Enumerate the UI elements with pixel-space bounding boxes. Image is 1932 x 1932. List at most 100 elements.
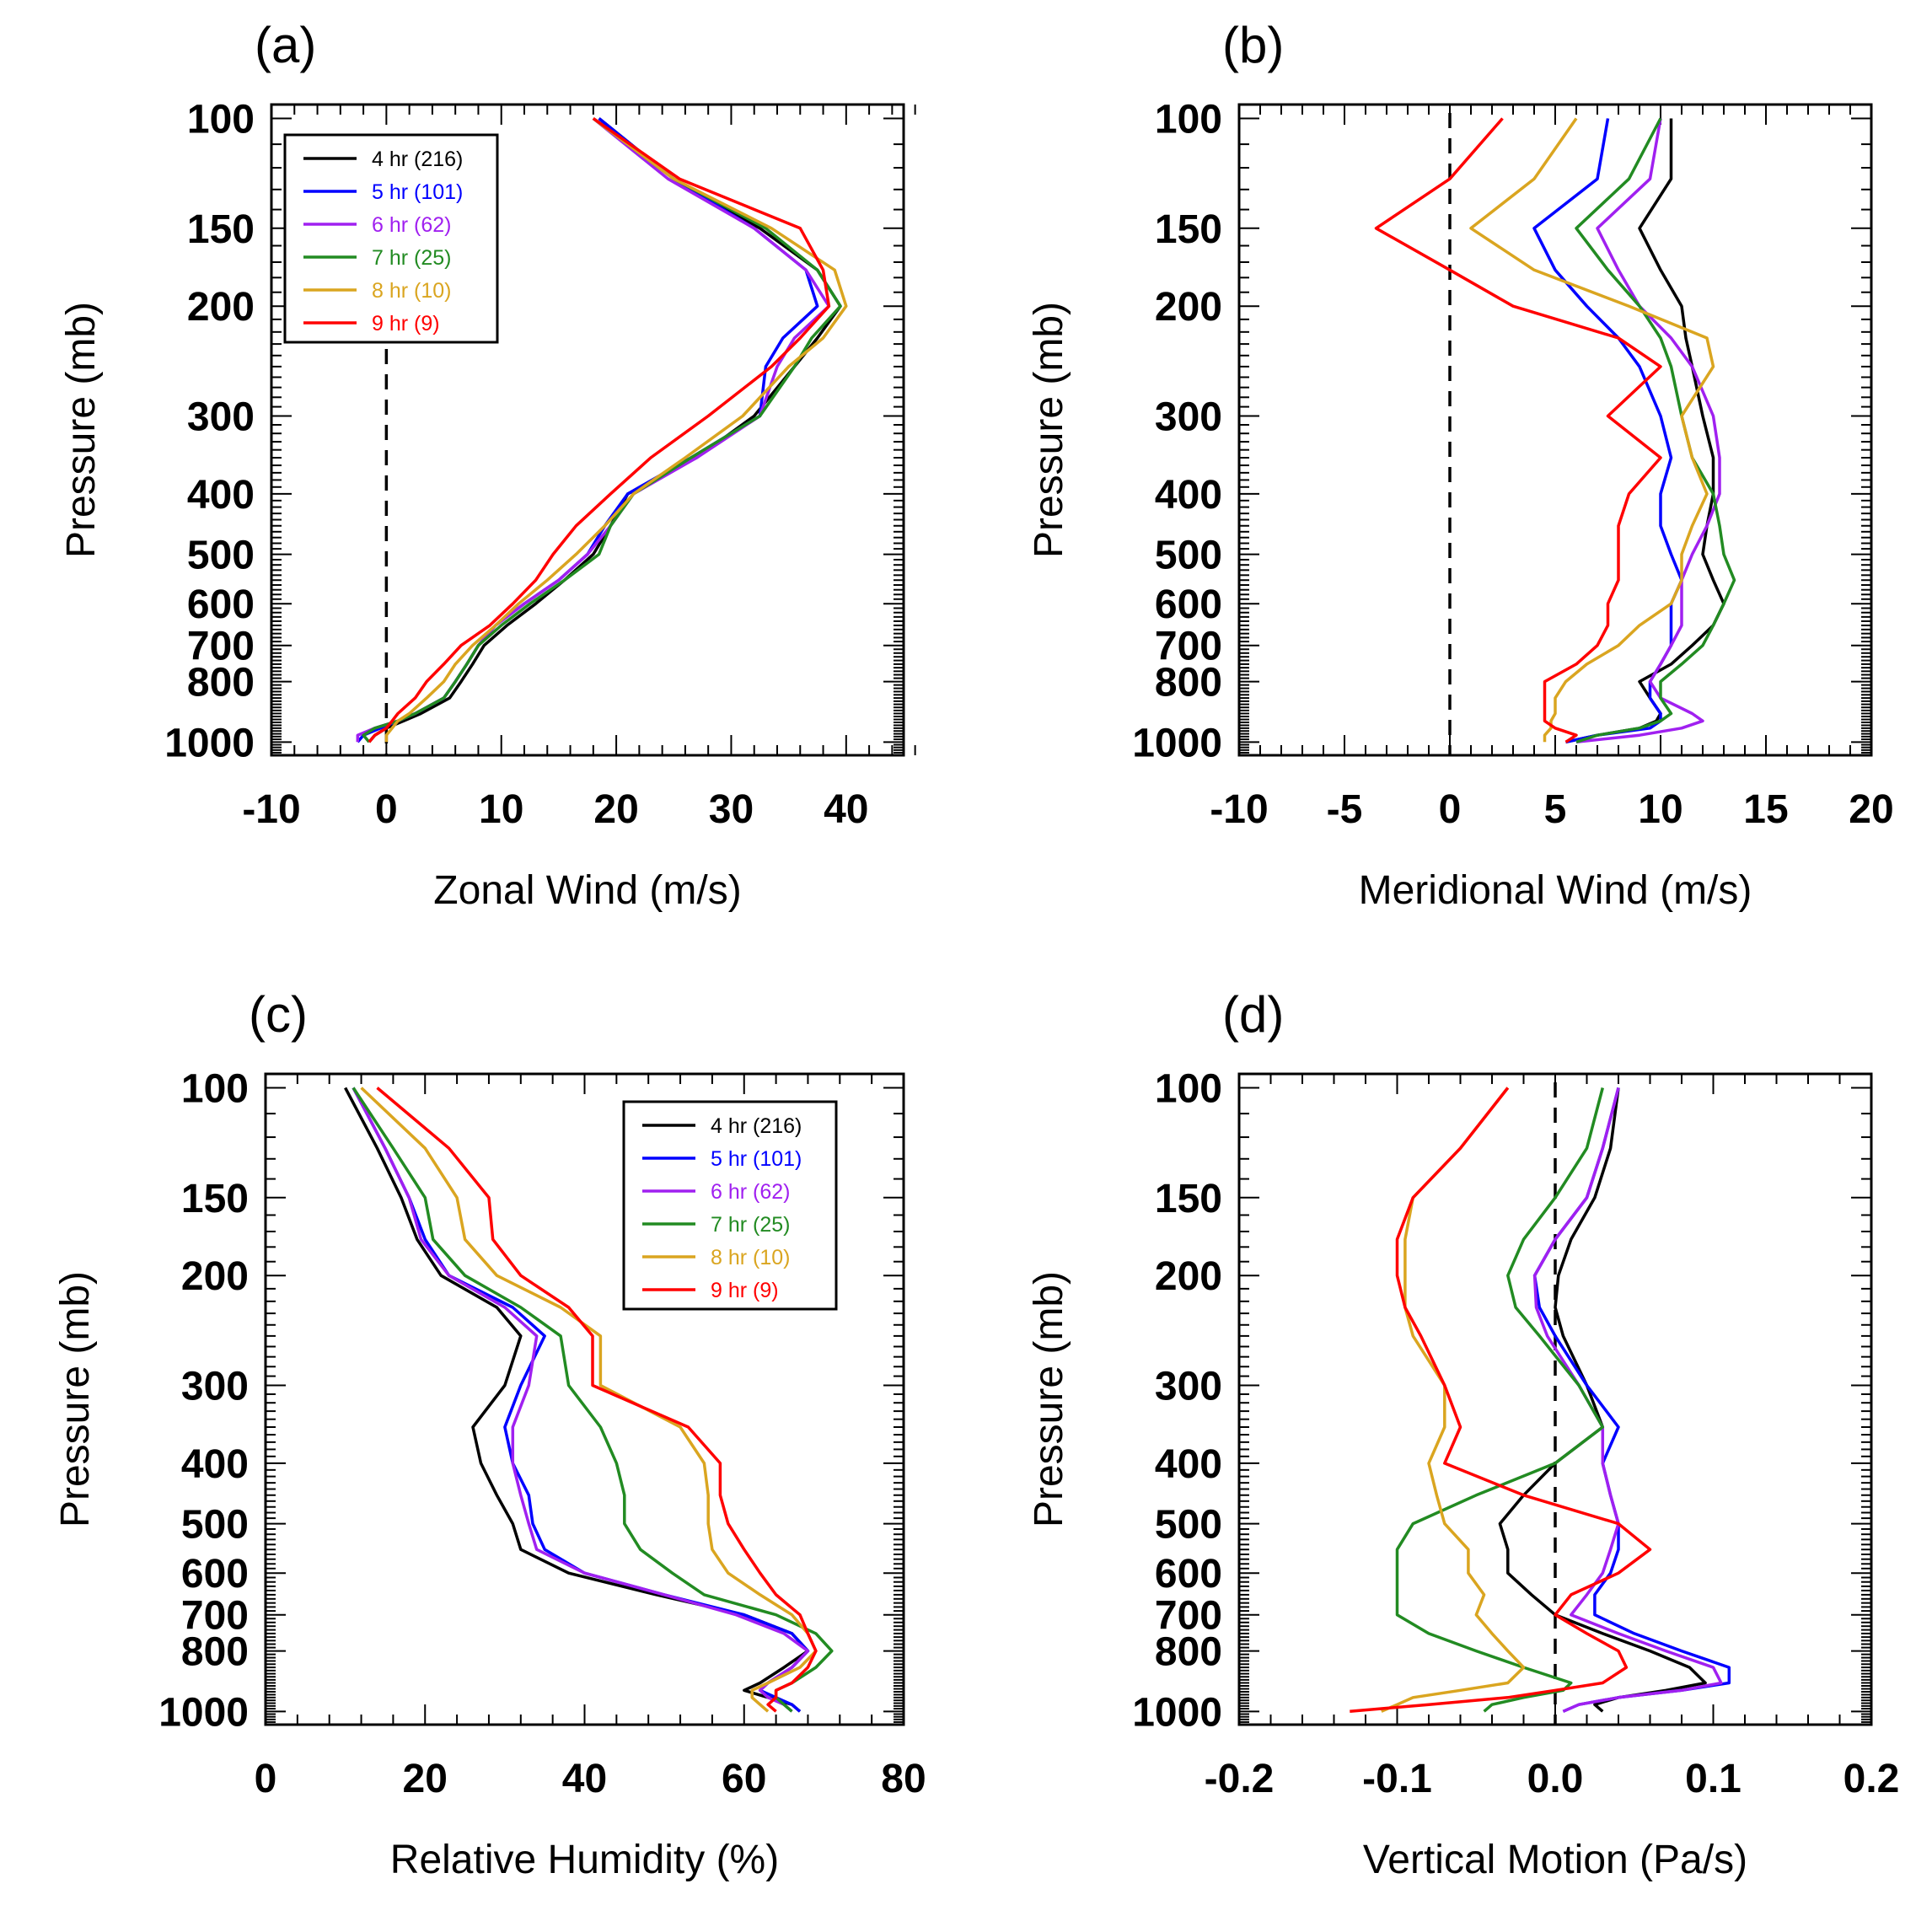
plot-frame [270,103,905,757]
y-tick-label: 1000 [164,721,255,765]
x-tick-label: 40 [562,1757,607,1801]
y-tick-label: 100 [1155,97,1222,142]
x-tick-label: 20 [1849,787,1893,832]
y-tick-label: 150 [1155,207,1222,252]
series-line-4hr [1498,1087,1707,1713]
legend-label: 4 hr (216) [711,1114,802,1138]
x-tick-label: 80 [881,1757,926,1801]
y-tick-label: 600 [181,1552,249,1597]
panel-label: (c) [249,986,308,1043]
panel-d: (d) -0.2 -0.1 0.0 0.1 0.2 100 150 200 300 400 50060… [1027,986,1899,1882]
legend-label: 8 hr (10) [711,1246,790,1269]
x-tick-label: -5 [1327,787,1363,832]
legend-box [622,1100,838,1311]
y-tick-label: 700 [1155,625,1222,669]
series-line-8hr [1469,117,1715,743]
y-tick-label: 500 [181,1503,249,1548]
legend-label: 7 hr (25) [711,1213,790,1237]
legend-label: 5 hr (101) [711,1147,802,1171]
x-tick-label: -10 [242,787,300,832]
y-tick-label: 600 [1155,582,1222,627]
y-tick-label: 1000 [1132,1690,1222,1735]
legend-label: 9 hr (9) [372,312,440,335]
y-tick-label: 600 [187,582,255,627]
x-tick-label: -0.2 [1205,1757,1275,1801]
legend-label: 9 hr (9) [711,1279,779,1302]
series-line-8hr [384,117,848,743]
y-axis-title: Pressure (mb) [59,302,104,558]
x-tick-label: 0 [375,787,398,832]
y-tick-label: 700 [187,625,255,669]
y-tick-label: 300 [1155,1364,1222,1409]
legend-label: 4 hr (216) [372,148,463,171]
series-line-4hr [344,1087,810,1713]
x-tick-label: 0 [255,1757,277,1801]
y-tick-label: 100 [181,1066,249,1111]
y-axis-title: Pressure (mb) [1027,302,1071,558]
y-tick-label: 400 [181,1442,249,1487]
y-tick-label: 150 [187,207,255,252]
x-tick-label: 5 [1544,787,1567,832]
x-tick-label: 0.1 [1685,1757,1741,1801]
y-tick-label: 800 [181,1630,249,1675]
x-tick-label: 0.0 [1527,1757,1584,1801]
x-axis-title: Meridional Wind (m/s) [1359,868,1752,913]
x-tick-label: -10 [1210,787,1268,832]
y-tick-label: 200 [187,285,255,330]
y-tick-label: 150 [181,1177,249,1221]
y-tick-label: 300 [187,394,255,439]
panel-label: (d) [1222,986,1284,1043]
y-tick-label: 500 [1155,1503,1222,1548]
x-tick-label: 15 [1743,787,1788,832]
y-tick-label: 400 [187,473,255,518]
legend-label: 8 hr (10) [372,279,451,303]
series-line-9hr [1350,1087,1652,1714]
legend-box [283,133,499,344]
series-line-7hr [362,117,842,743]
series-line-6hr [1532,1087,1723,1713]
series-line-8hr [1381,1087,1526,1713]
x-tick-label: 20 [403,1757,448,1801]
series-line-7hr [1575,117,1736,743]
y-tick-label: 800 [1155,661,1222,706]
legend: 4 hr (216) 5 hr (101) 6 hr (62) 7 hr (25) 8 … [283,133,499,344]
y-tick-label: 100 [187,97,255,142]
x-tick-label: 30 [709,787,754,832]
y-tick-label: 500 [1155,534,1222,578]
legend-label: 6 hr (62) [711,1180,790,1204]
y-tick-label: 1000 [158,1690,249,1735]
series-line-9hr [1374,117,1662,743]
x-axis-title: Vertical Motion (Pa/s) [1363,1838,1747,1882]
y-tick-label: 400 [1155,1442,1222,1487]
x-tick-label: 10 [1638,787,1682,832]
y-tick-label: 700 [1155,1594,1222,1639]
x-tick-label: 20 [593,787,638,832]
x-tick-label: 0.2 [1843,1757,1900,1801]
y-tick-label: 300 [1155,394,1222,439]
y-tick-label: 500 [187,534,255,578]
y-tick-label: 300 [181,1364,249,1409]
y-tick-label: 200 [1155,1254,1222,1299]
y-tick-label: 800 [187,661,255,706]
y-tick-label: 400 [1155,473,1222,518]
y-tick-label: 600 [1155,1552,1222,1597]
y-tick-label: 700 [181,1594,249,1639]
y-tick-label: 1000 [1132,721,1222,765]
y-tick-label: 200 [181,1254,249,1299]
y-tick-label: 200 [1155,285,1222,330]
series-line-9hr [376,1087,818,1713]
legend: 4 hr (216) 5 hr (101) 6 hr (62) 7 hr (25) 8 … [622,1100,838,1311]
x-tick-label: 60 [722,1757,766,1801]
legend-label: 6 hr (62) [372,213,451,237]
panel-label: (b) [1222,17,1284,73]
series-line-8hr [360,1087,818,1713]
series-line-7hr [1395,1087,1605,1713]
series-line-9hr [368,117,831,743]
series-line-5hr [1532,118,1683,744]
x-tick-label: -0.1 [1362,1757,1432,1801]
y-axis-title: Pressure (mb) [1027,1271,1071,1527]
y-tick-label: 800 [1155,1630,1222,1675]
x-axis-title: Relative Humidity (%) [390,1838,779,1882]
